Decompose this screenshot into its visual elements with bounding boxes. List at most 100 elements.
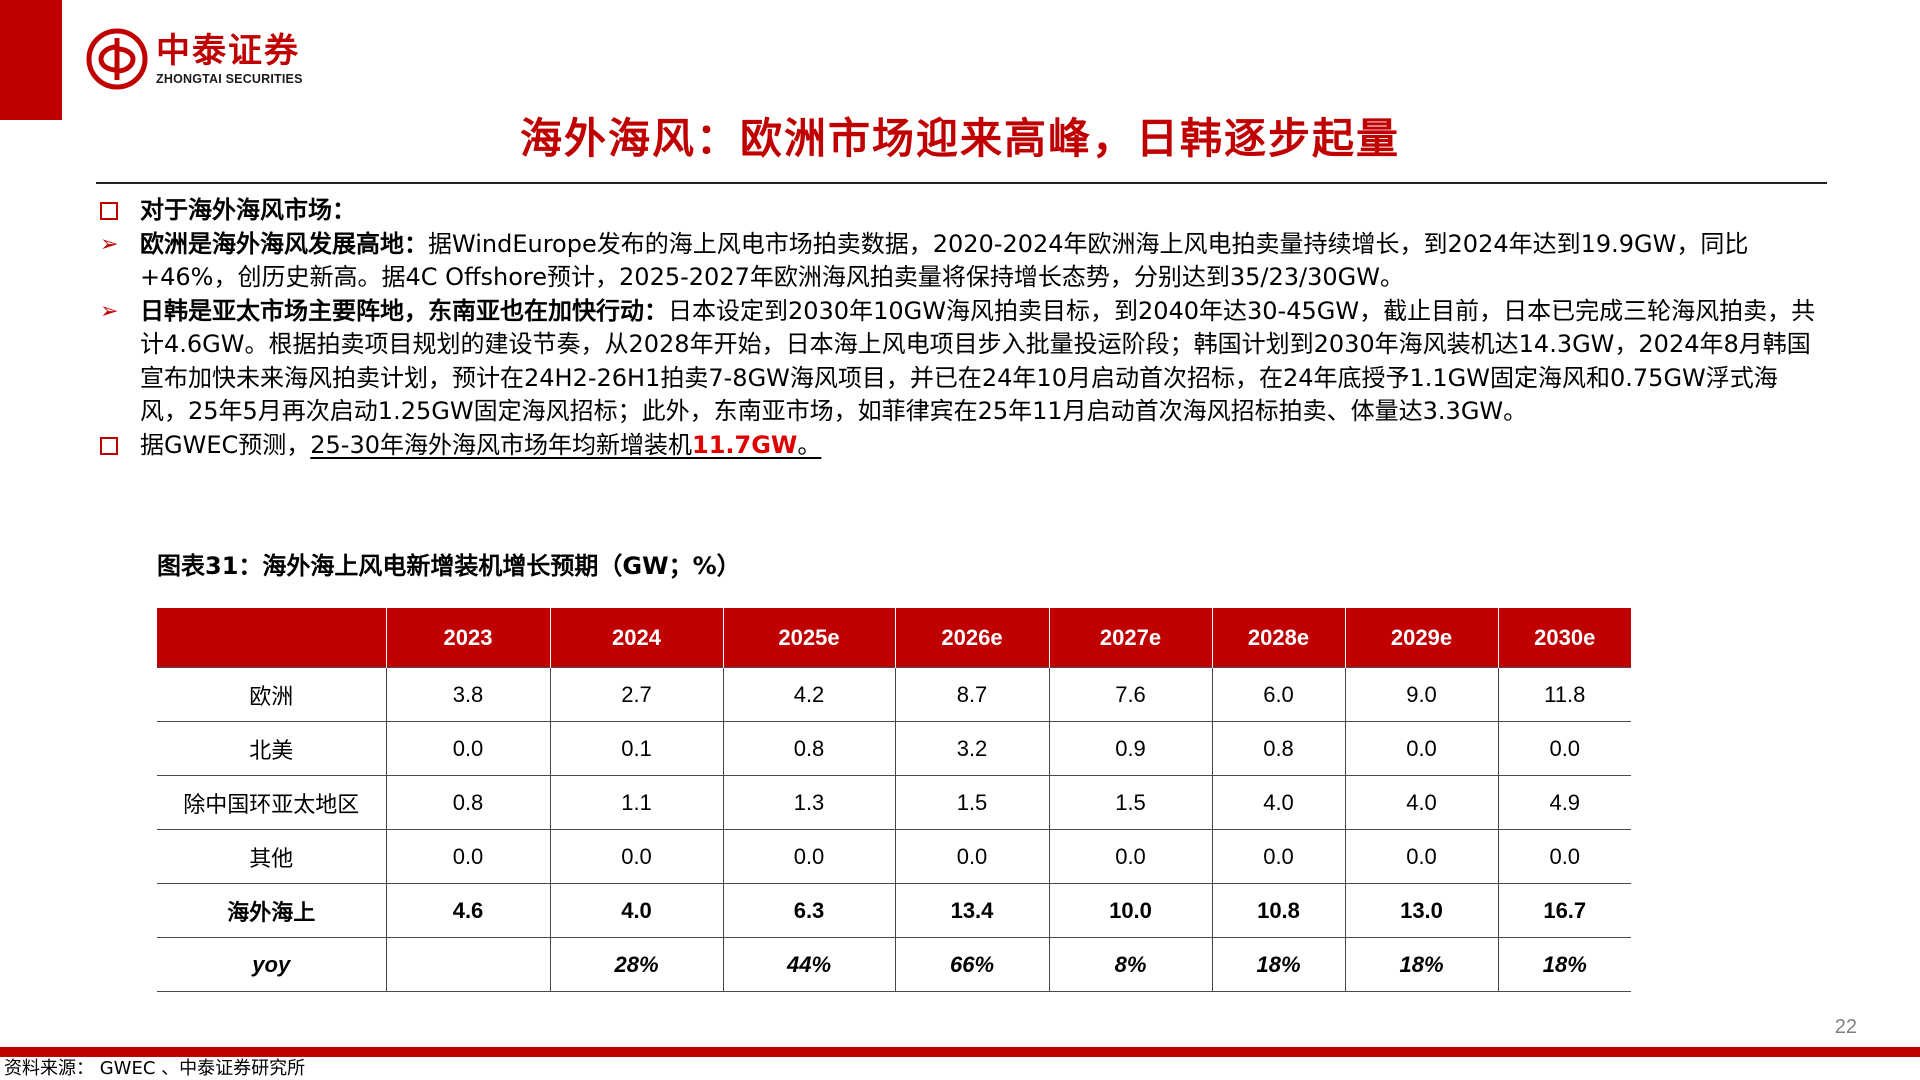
bullet-highlight: 11.7GW (692, 430, 798, 459)
bullet-item-2: ➢ 欧洲是海外海风发展高地：据WindEurope发布的海上风电市场拍卖数据，2… (96, 228, 1816, 295)
page-number: 22 (1834, 1016, 1857, 1038)
zhongtai-logo-icon (86, 28, 148, 90)
table-cell: 1.3 (722, 775, 895, 830)
table-cell: 0.0 (1497, 829, 1631, 884)
page-title: 海外海风：欧洲市场迎来高峰，日韩逐步起量 (519, 114, 1400, 163)
table-cell: 4.2 (722, 667, 895, 722)
table-cell: 0.8 (722, 721, 895, 776)
table-header-cell: 2028e (1211, 608, 1345, 668)
arrow-bullet-icon: ➢ (100, 231, 119, 257)
table-cell: 1.5 (1048, 775, 1212, 830)
table-cell: 0.0 (722, 829, 895, 884)
table-cell: 0.0 (1048, 829, 1212, 884)
bullet-text: 据WindEurope发布的海上风电市场拍卖数据，2020-2024年欧洲海上风… (140, 229, 1749, 292)
bullet-suffix: 。 (797, 430, 822, 459)
bullet-item-4: 据GWEC预测，25-30年海外海风市场年均新增装机11.7GW。 (96, 429, 1816, 463)
table-cell: 0.1 (549, 721, 723, 776)
table-row: 除中国环亚太地区 0.8 1.1 1.3 1.5 1.5 4.0 4.0 4.9 (157, 775, 1631, 830)
row-label: 北美 (157, 721, 386, 776)
table-cell: 10.0 (1048, 883, 1212, 938)
table-header-row: 2023 2024 2025e 2026e 2027e 2028e 2029e … (157, 608, 1631, 668)
table-cell: 4.0 (549, 883, 723, 938)
table-header-cell: 2027e (1048, 608, 1212, 668)
table-cell: 6.3 (722, 883, 895, 938)
title-divider (96, 182, 1827, 184)
table-cell: 2.7 (549, 667, 723, 722)
table-cell: 13.0 (1344, 883, 1498, 938)
table-header-cell: 2029e (1344, 608, 1498, 668)
table-cell: 18% (1344, 937, 1498, 992)
arrow-bullet-icon: ➢ (100, 298, 119, 324)
table-cell: 9.0 (1344, 667, 1498, 722)
table-cell: 44% (722, 937, 895, 992)
corner-accent-bar (0, 0, 62, 120)
table-cell: 0.8 (1211, 721, 1345, 776)
brand-name-en: ZHONGTAI SECURITIES (156, 72, 303, 86)
table-row: 欧洲 3.8 2.7 4.2 8.7 7.6 6.0 9.0 11.8 (157, 667, 1631, 722)
table-header-cell: 2023 (385, 608, 550, 668)
table-header-cell: 2025e (722, 608, 895, 668)
figure-caption: 图表31：海外海上风电新增装机增长预期（GW；%） (157, 552, 741, 580)
row-label: yoy (157, 937, 386, 992)
brand-name-cn: 中泰证券 (156, 31, 300, 71)
bullet-lead: 日韩是亚太市场主要阵地，东南亚也在加快行动： (140, 296, 668, 325)
table-cell: 3.2 (894, 721, 1049, 776)
table-cell: 0.0 (1344, 721, 1498, 776)
table-cell: 4.9 (1497, 775, 1631, 830)
data-table: 2023 2024 2025e 2026e 2027e 2028e 2029e … (157, 608, 1631, 992)
square-bullet-icon (100, 202, 118, 220)
table-cell: 16.7 (1497, 883, 1631, 938)
square-bullet-icon (100, 436, 118, 455)
table-cell: 11.8 (1497, 667, 1631, 722)
table-header-cell (157, 608, 386, 668)
brand-logo: 中泰证券 ZHONGTAI SECURITIES (86, 26, 303, 92)
table-cell (385, 937, 550, 992)
footer-bar (0, 1047, 1920, 1057)
table-cell: 18% (1211, 937, 1345, 992)
table-cell: 7.6 (1048, 667, 1212, 722)
table-cell: 4.0 (1211, 775, 1345, 830)
bullet-lead: 欧洲是海外海风发展高地： (140, 229, 428, 258)
table-cell: 0.0 (894, 829, 1049, 884)
table-row-total: 海外海上 4.6 4.0 6.3 13.4 10.0 10.8 13.0 16.… (157, 883, 1631, 938)
bullet-text: 日本设定到2030年10GW海风拍卖目标，到2040年达30-45GW，截止目前… (140, 296, 1816, 426)
bullet-list: 对于海外海风市场： ➢ 欧洲是海外海风发展高地：据WindEurope发布的海上… (96, 194, 1816, 462)
table-cell: 0.0 (1211, 829, 1345, 884)
table-cell: 3.8 (385, 667, 550, 722)
bullet-item-3: ➢ 日韩是亚太市场主要阵地，东南亚也在加快行动：日本设定到2030年10GW海风… (96, 295, 1816, 429)
table-header-cell: 2026e (894, 608, 1049, 668)
table-cell: 4.0 (1344, 775, 1498, 830)
table-header-cell: 2030e (1497, 608, 1631, 668)
row-label: 欧洲 (157, 667, 386, 722)
table-cell: 1.1 (549, 775, 723, 830)
table-cell: 0.9 (1048, 721, 1212, 776)
table-cell: 4.6 (385, 883, 550, 938)
bullet-text: 对于海外海风市场： (140, 196, 356, 224)
bullet-item-1: 对于海外海风市场： (96, 194, 1816, 228)
row-label: 其他 (157, 829, 386, 884)
table-cell: 0.0 (385, 829, 550, 884)
table-cell: 10.8 (1211, 883, 1345, 938)
table-cell: 8.7 (894, 667, 1049, 722)
table-cell: 0.0 (1344, 829, 1498, 884)
source-note: 资料来源： GWEC 、中泰证券研究所 (4, 1058, 306, 1079)
row-label: 海外海上 (157, 883, 386, 938)
table-cell: 6.0 (1211, 667, 1345, 722)
bullet-underlined: 25-30年海外海风市场年均新增装机 (310, 430, 692, 459)
table-cell: 28% (549, 937, 723, 992)
table-row: 北美 0.0 0.1 0.8 3.2 0.9 0.8 0.0 0.0 (157, 721, 1631, 776)
table-cell: 0.0 (549, 829, 723, 884)
table-cell: 18% (1497, 937, 1631, 992)
table-row: 其他 0.0 0.0 0.0 0.0 0.0 0.0 0.0 0.0 (157, 829, 1631, 884)
table-cell: 8% (1048, 937, 1212, 992)
table-cell: 66% (894, 937, 1049, 992)
bullet-underlined-text: 25-30年海外海风市场年均新增装机11.7GW。 (310, 431, 821, 459)
table-row-yoy: yoy 28% 44% 66% 8% 18% 18% 18% (157, 937, 1631, 992)
table-cell: 0.8 (385, 775, 550, 830)
table-cell: 0.0 (385, 721, 550, 776)
bullet-prefix: 据GWEC预测， (140, 430, 311, 459)
table-header-cell: 2024 (549, 608, 723, 668)
table-cell: 0.0 (1497, 721, 1631, 776)
row-label: 除中国环亚太地区 (157, 775, 386, 830)
table-cell: 13.4 (894, 883, 1049, 938)
